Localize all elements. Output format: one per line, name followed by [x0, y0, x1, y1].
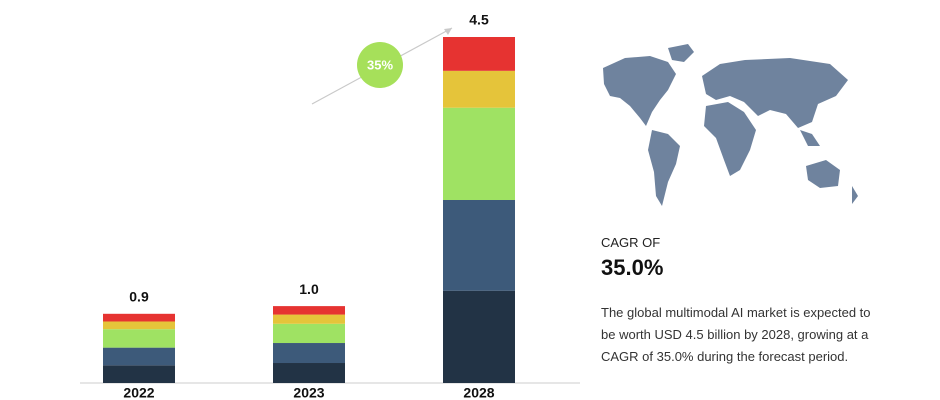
- new-zealand: [852, 186, 858, 204]
- australia: [806, 160, 840, 188]
- bar-segment: [273, 323, 345, 344]
- bar-segment: [443, 200, 515, 291]
- cagr-label: CAGR OF: [601, 235, 661, 250]
- cagr-value: 35.0%: [601, 255, 664, 280]
- bar-segment: [103, 313, 175, 322]
- bar-segment: [273, 306, 345, 315]
- cagr-bubble: [357, 42, 403, 88]
- eurasia: [702, 58, 848, 128]
- total-label: 0.9: [129, 289, 149, 305]
- x-tick-label: 2028: [463, 385, 494, 400]
- bar-segment: [103, 365, 175, 383]
- africa: [704, 102, 756, 176]
- north-america: [603, 56, 676, 126]
- bar-segment: [273, 343, 345, 364]
- south-america: [648, 130, 680, 206]
- bar-segment: [103, 321, 175, 330]
- bar-segment: [443, 37, 515, 71]
- bar-segment: [103, 347, 175, 366]
- bar-segment: [443, 70, 515, 108]
- total-label: 1.0: [299, 281, 319, 297]
- bar-segment: [273, 363, 345, 383]
- world-map: [603, 44, 858, 206]
- bar-segment: [273, 314, 345, 324]
- x-tick-label: 2023: [293, 385, 324, 400]
- description: The global multimodal AI market is expec…: [601, 305, 871, 364]
- arrow-head: [444, 28, 452, 35]
- greenland: [668, 44, 694, 62]
- islands: [800, 130, 820, 146]
- bar-segment: [443, 107, 515, 201]
- cagr-bubble-label: 35%: [367, 57, 393, 72]
- total-label: 4.5: [469, 12, 489, 28]
- x-tick-label: 2022: [123, 385, 154, 400]
- bar-segment: [103, 329, 175, 348]
- bar-segment: [443, 290, 515, 383]
